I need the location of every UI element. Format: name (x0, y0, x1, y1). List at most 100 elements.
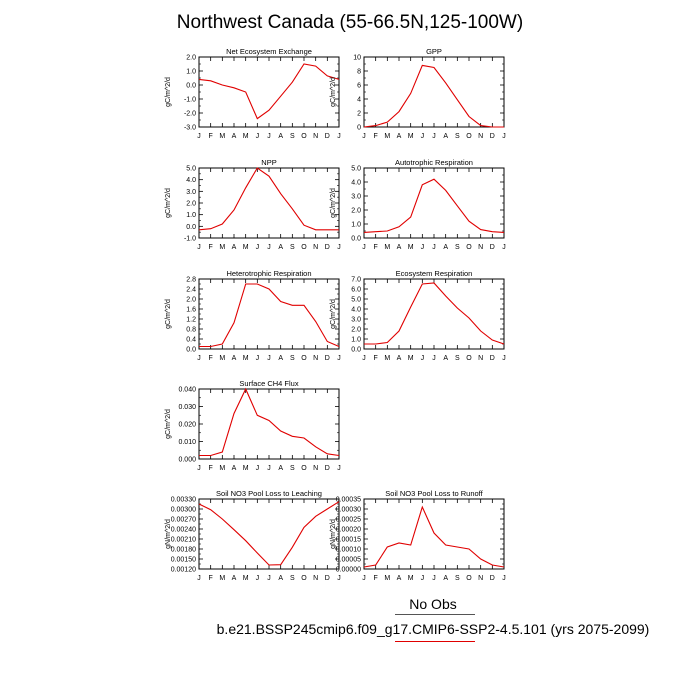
x-tick-label: D (325, 244, 330, 251)
x-tick-label: M (384, 355, 390, 362)
x-tick-label: A (443, 133, 448, 140)
obs-legend-line (395, 614, 475, 615)
x-tick-label: M (243, 355, 249, 362)
y-tick-label: 4.0 (186, 177, 196, 184)
x-tick-label: J (256, 355, 260, 362)
case-legend-label: b.e21.BSSP245cmip6.f09_g17.CMIP6-SSP2-4.… (216, 621, 650, 637)
x-tick-label: A (397, 575, 402, 582)
y-tick-label: 0.00035 (336, 497, 361, 504)
x-tick-label: J (256, 244, 260, 251)
x-tick-label: A (232, 575, 237, 582)
y-tick-label: 0.00020 (336, 527, 361, 534)
y-tick-label: 1.0 (351, 222, 361, 229)
y-axis-label: gC/m^2/d (165, 299, 172, 329)
x-tick-label: A (397, 355, 402, 362)
y-tick-label: 2.0 (351, 208, 361, 215)
x-tick-label: J (432, 133, 436, 140)
x-tick-label: N (478, 133, 483, 140)
y-tick-label: 0.0 (186, 347, 196, 354)
y-tick-label: 0.00270 (171, 517, 196, 524)
obs-legend-label: No Obs (409, 596, 457, 612)
x-tick-label: A (278, 355, 283, 362)
page-title: Northwest Canada (55-66.5N,125-100W) (176, 12, 524, 33)
x-tick-label: N (313, 244, 318, 251)
y-tick-label: 0.00000 (336, 567, 361, 574)
x-tick-label: J (502, 575, 506, 582)
y-tick-label: 0.0 (351, 236, 361, 243)
x-tick-label: S (290, 244, 295, 251)
x-tick-label: J (362, 244, 366, 251)
series-line (199, 387, 340, 457)
x-tick-label: J (362, 133, 366, 140)
x-tick-label: M (243, 575, 249, 582)
x-tick-label: J (256, 133, 260, 140)
x-tick-label: J (432, 575, 436, 582)
x-tick-label: F (374, 575, 378, 582)
series-line (363, 64, 504, 128)
x-tick-label: A (443, 355, 448, 362)
x-tick-label: O (301, 465, 307, 472)
y-tick-label: 0.4 (186, 337, 196, 344)
y-tick-label: 0.00120 (171, 567, 196, 574)
panel-3: J F M A M J J A S O N D J5.04.03.02.01.00.0Autotroph… (330, 158, 506, 251)
y-tick-label: 0.00025 (336, 517, 361, 524)
y-tick-label: 0.00030 (336, 507, 361, 514)
y-tick-label: 0.020 (178, 422, 196, 429)
x-tick-label: J (432, 355, 436, 362)
panel-title: Soil NO3 Pool Loss to Runoff (385, 489, 483, 498)
x-tick-label: A (232, 355, 237, 362)
plot-frame (198, 167, 340, 239)
x-tick-label: S (290, 355, 295, 362)
x-tick-label: M (219, 244, 225, 251)
panel-title: Net Ecosystem Exchange (226, 47, 312, 56)
x-tick-label: J (197, 465, 201, 472)
x-tick-label: J (421, 575, 425, 582)
y-axis-label: gC/m^2/d (165, 77, 172, 107)
x-tick-label: J (256, 465, 260, 472)
x-tick-label: J (421, 355, 425, 362)
x-tick-label: A (443, 244, 448, 251)
y-tick-label: 2.0 (186, 297, 196, 304)
plot-frame (363, 498, 505, 570)
panel-4: J F M A M J J A S O N D J2.82.42.01.61.20.80.40.0Het… (165, 269, 341, 362)
y-tick-label: 0.00330 (171, 497, 196, 504)
panel-5: J F M A M J J A S O N D J7.06.05.04.03.02.01.00.0Eco… (330, 269, 506, 362)
y-axis-label: gC/m^2/d (165, 409, 172, 439)
panel-title: Heterotrophic Respiration (226, 269, 311, 278)
panel-2: J F M A M J J A S O N D J5.04.03.02.01.00.0-1.0NPPgC… (165, 158, 341, 251)
x-tick-label: S (455, 575, 460, 582)
x-tick-label: M (384, 133, 390, 140)
x-tick-label: D (325, 575, 330, 582)
y-tick-label: 0.00300 (171, 507, 196, 514)
x-tick-label: S (290, 575, 295, 582)
x-tick-label: J (337, 244, 341, 251)
x-tick-label: M (243, 465, 249, 472)
y-axis-label: gC/m^2/d (165, 188, 172, 218)
y-tick-label: 0.0 (186, 224, 196, 231)
x-tick-label: O (466, 244, 472, 251)
panel-title: Autotrophic Respiration (395, 158, 473, 167)
y-tick-label: 2.4 (186, 287, 196, 294)
x-tick-label: A (278, 244, 283, 251)
plot-frame (198, 498, 340, 570)
x-tick-label: J (421, 133, 425, 140)
y-axis-label: gC/m^2/d (330, 299, 337, 329)
x-tick-label: M (408, 355, 414, 362)
x-tick-label: N (313, 133, 318, 140)
y-tick-label: 1.6 (186, 307, 196, 314)
series-line (364, 282, 505, 345)
x-tick-label: D (490, 575, 495, 582)
panel-title: Soil NO3 Pool Loss to Leaching (216, 489, 322, 498)
plot-frame (363, 278, 505, 350)
x-tick-label: A (232, 244, 237, 251)
plot-frame (363, 167, 505, 239)
x-tick-label: A (443, 575, 448, 582)
x-tick-label: J (267, 465, 271, 472)
series-line (198, 501, 340, 566)
x-tick-label: O (466, 133, 472, 140)
x-tick-label: A (232, 465, 237, 472)
x-tick-label: D (325, 355, 330, 362)
y-axis-label: gN/m^2/d (165, 519, 172, 549)
